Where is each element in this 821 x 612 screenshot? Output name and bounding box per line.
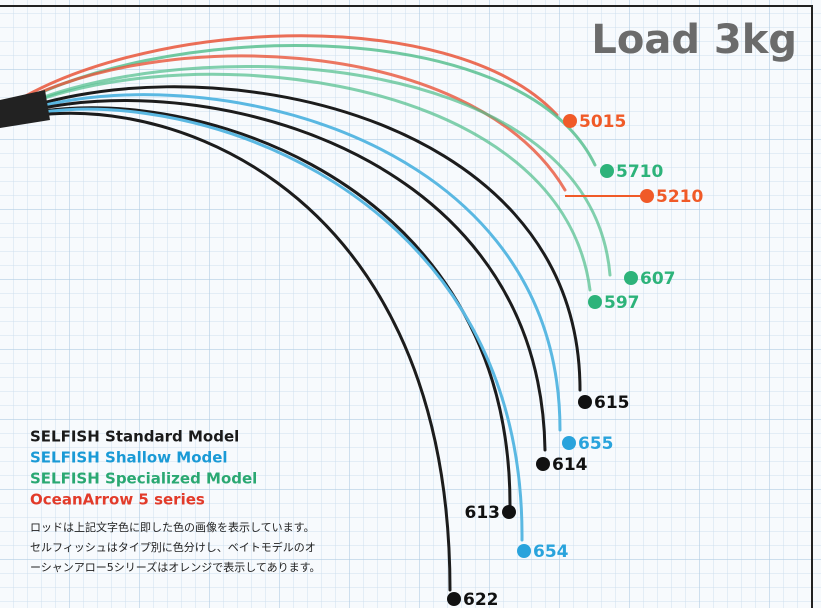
dot: [517, 544, 531, 558]
rod-curve: [0, 107, 524, 542]
dot: [624, 271, 638, 285]
rod-label: 622: [463, 590, 499, 608]
note: ロッドは上記文字色に即した色の画像を表示しています。 セルフィッシュはタイプ別に…: [30, 520, 320, 574]
rod-curve: [0, 85, 582, 392]
dot: [600, 164, 614, 178]
rod-label: 5210: [656, 187, 703, 207]
rod-label: 615: [594, 393, 630, 413]
note-line: セルフィッシュはタイプ別に色分けし、ベイトモデルのオ: [30, 540, 316, 554]
rod-curve: [0, 99, 547, 452]
dot: [640, 189, 654, 203]
legend-item: SELFISH Specialized Model: [30, 470, 257, 488]
rod-label: 655: [578, 434, 614, 454]
dot: [536, 457, 550, 471]
rod-butt: [0, 90, 50, 128]
rod-curve: [0, 93, 562, 432]
rod-label: 597: [604, 293, 640, 313]
frame: [0, 5, 813, 608]
note-line: ロッドは上記文字色に即した色の画像を表示しています。: [30, 520, 315, 534]
legend: SELFISH Standard Model SELFISH Shallow M…: [30, 428, 257, 509]
legend-item: OceanArrow 5 series: [30, 491, 205, 509]
rods: [0, 34, 612, 592]
rod-labels: 5015 5710 5210 607 597 615 655 614 613 6…: [447, 112, 703, 610]
rod-label: 613: [465, 503, 501, 523]
note-line: ーシャンアロー5シリーズはオレンジで表示してあります。: [30, 560, 320, 574]
dot: [562, 436, 576, 450]
rod-curve: [0, 111, 452, 592]
rod-curve: [0, 54, 567, 192]
rod-label: 654: [533, 542, 569, 562]
dot: [563, 114, 577, 128]
dot: [588, 295, 602, 309]
dot: [578, 395, 592, 409]
rod-label: 614: [552, 455, 588, 475]
rod-label: 607: [640, 269, 676, 289]
dot: [502, 505, 516, 519]
rod-label: 5015: [579, 112, 626, 132]
rod-curve: [0, 34, 559, 117]
legend-item: SELFISH Standard Model: [30, 428, 239, 446]
rod-label: 5710: [616, 162, 663, 182]
rod-curve: [0, 72, 592, 292]
legend-item: SELFISH Shallow Model: [30, 449, 228, 467]
dot: [447, 592, 461, 606]
title: Load 3kg: [591, 17, 797, 63]
rod-curve: [0, 64, 612, 277]
